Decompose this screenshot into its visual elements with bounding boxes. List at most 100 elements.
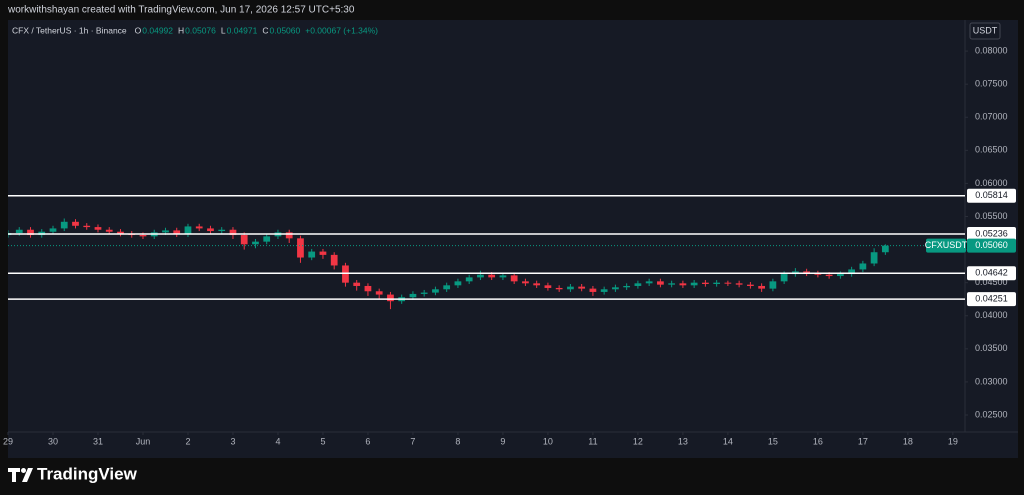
candle-body [679,283,687,286]
candle-body [94,227,102,230]
brand: TradingView [37,464,138,483]
candle-body [668,283,676,285]
candle-body [555,287,563,290]
candle-body [218,229,226,232]
x-tick-label: 31 [93,436,103,446]
candle-body [578,286,586,289]
currency[interactable]: USDT [973,25,998,35]
candle-body [747,284,754,286]
candle-body [173,230,181,235]
level-label-bg [967,226,1016,241]
candle-body [769,281,777,289]
candle-body [848,269,855,275]
candle-body [690,282,698,286]
x-tick-label: 9 [500,436,505,446]
candle-body [27,229,34,236]
candle-body [600,289,608,292]
candle-body [409,293,417,298]
x-tick-label: 17 [858,436,868,446]
legend-value: 0.05060 [270,25,301,35]
legend-value: 0.05076 [185,25,216,35]
x-tick-label: 10 [543,436,553,446]
y-tick-label: 0.04000 [975,310,1008,320]
candle-body [881,245,889,253]
candle-body [375,291,383,295]
candle-body [330,254,338,266]
candle-body [364,285,372,292]
x-tick-label: 13 [678,436,688,446]
candle-body [522,281,529,284]
x-tick-label: 18 [903,436,913,446]
footer [0,458,1024,495]
candle-body [297,238,304,258]
candle-body [443,285,451,290]
x-tick-label: 7 [410,436,415,446]
x-tick-label: 29 [3,436,13,446]
last-price-label: 0.05060 [975,240,1008,250]
candle-body [285,232,293,239]
candle-body [454,281,462,286]
candle-body [252,241,259,245]
y-tick-label: 0.06500 [975,145,1008,155]
candle-body [780,274,788,282]
symbol-label: CFXUSDT [925,240,968,250]
candle-body [387,294,394,302]
legend-key: H [178,25,184,35]
candle-body [825,274,833,277]
legend-value: 0.04971 [227,25,258,35]
author-line: workwithshayan created with TradingView.… [7,5,355,16]
x-tick-label: 6 [365,436,370,446]
logo-icon [8,468,33,482]
candle-body [589,288,597,292]
candle-body [488,274,496,278]
last-price-bg [967,238,1016,253]
x-tick-label: 3 [230,436,235,446]
x-tick-label: 16 [813,436,823,446]
candle-body [72,221,79,226]
candle-body [533,283,541,286]
y-tick-label: 0.07000 [975,112,1008,122]
currency-button[interactable] [969,22,1001,40]
candle-body [60,221,68,229]
candle-body [735,283,743,285]
candle-body [207,228,214,232]
candle-body [702,282,709,284]
y-tick-label: 0.02500 [975,409,1008,419]
candle-body [870,252,878,264]
candle-body [634,283,642,286]
legend-key: O [135,25,142,35]
candle-body [229,229,237,236]
candle-body [263,236,271,242]
x-tick-label: 5 [320,436,325,446]
brand-logo [8,468,33,482]
legend-key: C [262,25,268,35]
candle-body [240,235,248,245]
candle-body [499,275,507,278]
candle-body [567,286,574,290]
x-tick-label: 2 [185,436,190,446]
level-label: 0.04251 [975,294,1008,304]
candle-body [319,251,327,255]
candle-body [49,228,57,232]
candle-body [724,282,732,284]
candle-body [15,229,23,234]
x-tick-label: 12 [633,436,643,446]
candle-body [83,225,91,228]
x-tick-label: 30 [48,436,58,446]
y-tick-label: 0.08000 [975,45,1008,55]
candle-body [477,274,484,278]
candle-body [432,289,439,293]
legend-key: L [221,25,226,35]
x-tick-label: 11 [588,436,597,446]
x-tick-label: 4 [275,436,280,446]
candle-body [836,274,844,277]
symbol-title: CFX / TetherUS · 1h · Binance [12,25,127,35]
candle-body [353,282,361,286]
candle-body [420,292,428,294]
candle-body [623,285,631,288]
candle-body [308,251,316,258]
y-tick-label: 0.03000 [975,376,1008,386]
y-tick-label: 0.04500 [975,277,1008,287]
x-tick-label: 15 [768,436,778,446]
x-tick-label: 8 [455,436,460,446]
